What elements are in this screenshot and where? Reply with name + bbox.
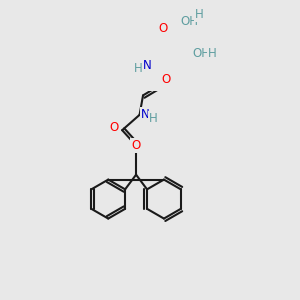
Text: OH: OH <box>193 47 211 60</box>
Text: O: O <box>159 22 168 35</box>
Text: H: H <box>149 112 158 125</box>
Text: O: O <box>109 121 119 134</box>
Text: N: N <box>141 108 149 122</box>
Text: H: H <box>195 8 204 21</box>
Text: N: N <box>143 59 152 72</box>
Text: O: O <box>161 73 171 86</box>
Text: H: H <box>208 47 217 60</box>
Text: H: H <box>134 62 142 75</box>
Text: OH: OH <box>181 15 199 28</box>
Text: O: O <box>131 139 141 152</box>
